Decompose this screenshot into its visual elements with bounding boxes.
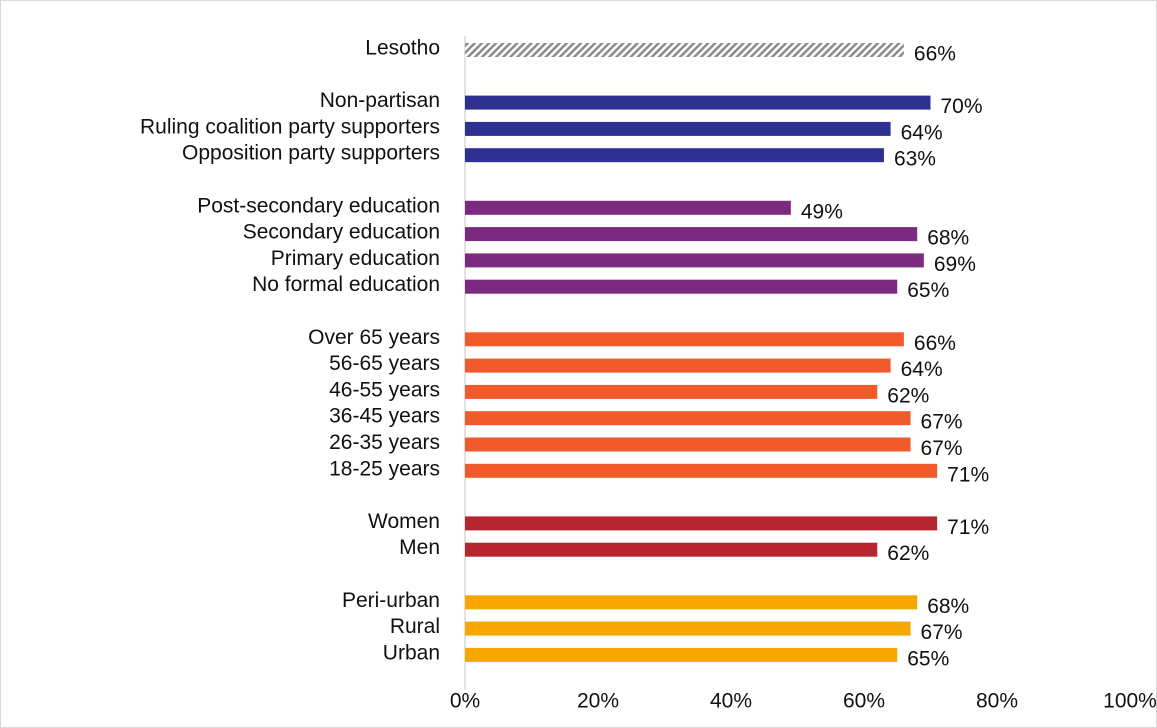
bar xyxy=(465,200,791,215)
value-label: 65% xyxy=(907,647,949,670)
value-label: 63% xyxy=(894,148,936,171)
y-tick-label: Opposition party supporters xyxy=(182,142,440,165)
value-label: 70% xyxy=(941,95,983,118)
bar xyxy=(465,437,911,452)
y-tick-label: 18-25 years xyxy=(329,457,440,480)
bar xyxy=(465,463,938,478)
x-tick-label: 60% xyxy=(843,690,885,713)
bar xyxy=(465,227,918,242)
bar xyxy=(465,253,924,268)
y-tick-label: Women xyxy=(368,510,440,533)
value-label: 66% xyxy=(914,332,956,355)
bar xyxy=(465,43,904,57)
value-label: 71% xyxy=(947,516,989,539)
value-label: 62% xyxy=(887,384,929,407)
bar xyxy=(465,358,891,373)
bar xyxy=(465,148,884,163)
value-label: 66% xyxy=(914,43,956,66)
x-tick-label: 0% xyxy=(450,690,480,713)
y-tick-label: 26-35 years xyxy=(329,431,440,454)
y-tick-label: Post-secondary education xyxy=(197,194,440,217)
value-label: 67% xyxy=(921,411,963,434)
y-tick-label: Ruling coalition party supporters xyxy=(140,115,440,138)
bar xyxy=(465,542,878,557)
y-tick-label: Urban xyxy=(383,641,440,664)
bar xyxy=(465,279,898,294)
value-label: 67% xyxy=(921,621,963,644)
y-tick-label: 36-45 years xyxy=(329,405,440,428)
y-tick-label: Non-partisan xyxy=(320,89,440,112)
value-label: 64% xyxy=(901,121,943,144)
y-tick-label: Rural xyxy=(390,615,440,638)
y-tick-label: 56-65 years xyxy=(329,352,440,375)
bar xyxy=(465,332,904,347)
y-tick-label: Secondary education xyxy=(243,221,440,244)
bar xyxy=(465,516,938,531)
value-label: 65% xyxy=(907,279,949,302)
bar xyxy=(465,384,878,399)
bar xyxy=(465,621,911,636)
x-tick-label: 20% xyxy=(577,690,619,713)
value-label: 71% xyxy=(947,463,989,486)
x-tick-label: 80% xyxy=(976,690,1018,713)
bar xyxy=(465,647,898,662)
y-tick-label: 46-55 years xyxy=(329,378,440,401)
y-tick-label: Primary education xyxy=(271,247,440,270)
x-tick-label: 40% xyxy=(710,690,752,713)
y-tick-label: Peri-urban xyxy=(342,589,440,612)
bar xyxy=(465,595,918,610)
value-label: 68% xyxy=(927,227,969,250)
bar xyxy=(465,121,891,136)
value-label: 67% xyxy=(921,437,963,460)
x-tick-label: 100% xyxy=(1103,690,1157,713)
y-tick-label: Lesotho xyxy=(365,37,440,60)
y-tick-label: Men xyxy=(399,536,440,559)
value-label: 64% xyxy=(901,358,943,381)
value-label: 68% xyxy=(927,595,969,618)
bar xyxy=(465,411,911,426)
value-label: 49% xyxy=(801,200,843,223)
bar xyxy=(465,95,931,110)
value-label: 62% xyxy=(887,542,929,565)
value-label: 69% xyxy=(934,253,976,276)
y-tick-label: Over 65 years xyxy=(308,326,440,349)
y-tick-label: No formal education xyxy=(252,273,440,296)
